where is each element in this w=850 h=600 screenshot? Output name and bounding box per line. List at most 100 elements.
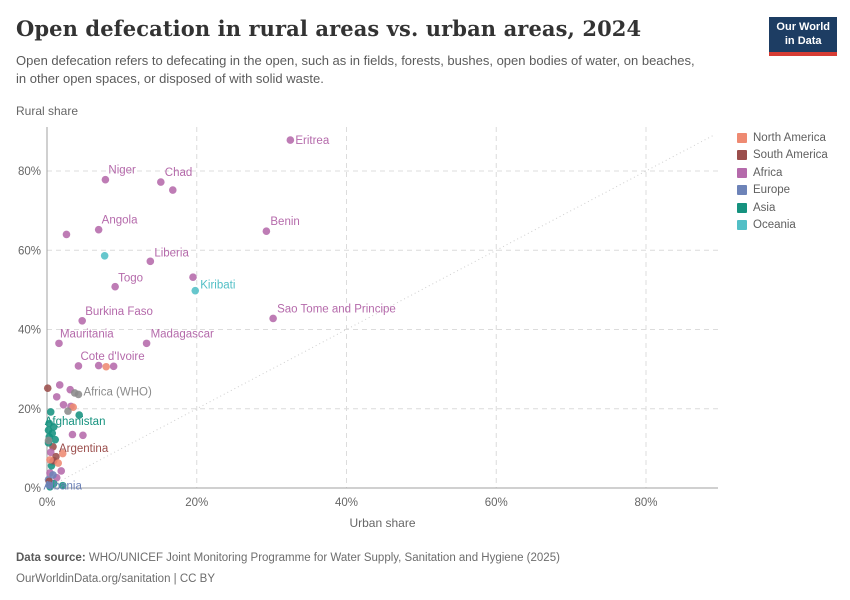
point-label-togo: Togo <box>118 273 143 285</box>
x-tick-label-40: 40% <box>335 497 358 509</box>
owid-logo-line2: in Data <box>784 34 822 47</box>
legend: North America South America Africa Europe As… <box>737 129 828 234</box>
data-point-asia[interactable] <box>58 481 67 490</box>
owid-logo[interactable]: Our World in Data <box>769 17 837 56</box>
legend-item-europe[interactable]: Europe <box>737 182 828 200</box>
point-label-argentina: Argentina <box>59 443 109 455</box>
point-label-albania: Albania <box>43 481 82 493</box>
point-label-niger: Niger <box>108 165 136 177</box>
data-point-cote-d-ivoire[interactable] <box>74 362 83 370</box>
data-point-south-america[interactable] <box>43 384 52 392</box>
data-point-africa[interactable] <box>59 400 68 409</box>
point-label-benin: Benin <box>270 216 299 228</box>
data-point-aggregate[interactable] <box>44 436 53 445</box>
page-title: Open defecation in rural areas vs. urban… <box>16 16 642 41</box>
data-point-niger[interactable] <box>101 175 110 184</box>
point-label-africa-who: Africa (WHO) <box>83 386 152 398</box>
legend-label-oceania: Oceania <box>753 219 796 232</box>
x-tick-label-80: 80% <box>634 497 657 509</box>
legend-label-south-america: South America <box>753 149 828 162</box>
data-point-africa[interactable] <box>46 448 55 457</box>
point-label-chad: Chad <box>165 167 193 179</box>
legend-swatch-europe <box>737 185 747 196</box>
data-point-africa[interactable] <box>62 230 71 239</box>
y-tick-label-40: 40% <box>18 325 41 337</box>
x-tick-label-20: 20% <box>185 497 208 509</box>
data-point-chad[interactable] <box>157 178 165 186</box>
legend-swatch-asia <box>737 202 747 213</box>
data-point-africa[interactable] <box>68 430 77 439</box>
data-point-north-america[interactable] <box>54 459 63 467</box>
data-point-north-america[interactable] <box>58 449 67 458</box>
legend-item-south-america[interactable]: South America <box>737 147 828 165</box>
x-axis-title: Urban share <box>349 516 415 530</box>
license-line[interactable]: OurWorldinData.org/sanitation | CC BY <box>16 572 215 585</box>
data-point-madagascar[interactable] <box>142 339 151 348</box>
legend-item-oceania[interactable]: Oceania <box>737 217 828 235</box>
y-tick-label-0: 0% <box>24 483 41 495</box>
data-point-mauritania[interactable] <box>55 339 63 348</box>
data-source-label: Data source: <box>16 552 86 564</box>
data-point-aggregate[interactable] <box>70 389 79 397</box>
data-point-north-america[interactable] <box>46 456 54 464</box>
point-label-madagascar: Madagascar <box>151 328 214 340</box>
legend-swatch-africa <box>737 167 747 178</box>
data-point-kiribati[interactable] <box>191 286 200 295</box>
legend-label-north-america: North America <box>753 131 826 144</box>
point-label-sao-tome-and-principe: Sao Tome and Principe <box>277 303 396 315</box>
data-point-burkina-faso[interactable] <box>78 316 86 325</box>
data-point-africa[interactable] <box>109 362 118 371</box>
legend-swatch-south-america <box>737 150 747 161</box>
legend-item-asia[interactable]: Asia <box>737 199 828 217</box>
data-point-africa[interactable] <box>189 273 197 281</box>
data-point-aggregate[interactable] <box>64 407 72 415</box>
point-label-afghanistan: Afghanistan <box>45 416 106 428</box>
point-label-liberia: Liberia <box>154 247 189 259</box>
data-point-togo[interactable] <box>111 282 119 291</box>
x-tick-label-60: 60% <box>485 497 508 509</box>
data-point-asia[interactable] <box>75 411 83 419</box>
data-point-north-america[interactable] <box>102 362 110 371</box>
legend-label-asia: Asia <box>753 201 776 214</box>
data-point-europe[interactable] <box>45 481 54 490</box>
data-point-africa[interactable] <box>79 431 87 440</box>
data-point-eritrea[interactable] <box>286 136 295 144</box>
data-point-north-america[interactable] <box>69 403 78 411</box>
legend-item-north-america[interactable]: North America <box>737 129 828 147</box>
data-point-benin[interactable] <box>262 227 271 236</box>
legend-swatch-north-america <box>737 132 747 143</box>
point-label-eritrea: Eritrea <box>295 135 329 147</box>
data-point-europe[interactable] <box>49 471 57 479</box>
legend-label-europe: Europe <box>753 184 791 197</box>
point-label-kiribati: Kiribati <box>200 280 235 292</box>
data-point-angola[interactable] <box>94 225 103 234</box>
data-source-text: WHO/UNICEF Joint Monitoring Programme fo… <box>85 552 560 564</box>
data-point-asia[interactable] <box>51 435 60 444</box>
y-tick-label-20: 20% <box>18 404 41 416</box>
data-point-africa[interactable] <box>94 361 103 370</box>
point-label-angola: Angola <box>102 215 138 227</box>
legend-label-africa: Africa <box>753 166 783 179</box>
data-point-sao-tome-and-principe[interactable] <box>269 314 277 323</box>
data-point-africa[interactable] <box>168 186 177 194</box>
point-label-burkina-faso: Burkina Faso <box>85 306 153 318</box>
data-point-africa[interactable] <box>57 467 66 475</box>
y-axis-title: Rural share <box>16 104 79 118</box>
data-point-oceania[interactable] <box>100 251 109 260</box>
legend-swatch-oceania <box>737 220 747 231</box>
data-point-africa[interactable] <box>52 393 61 401</box>
chart-footer: Data source: WHO/UNICEF Joint Monitoring… <box>16 548 560 589</box>
data-source-line: Data source: WHO/UNICEF Joint Monitoring… <box>16 548 560 569</box>
x-tick-label-0: 0% <box>39 497 56 509</box>
data-point-afghanistan[interactable] <box>46 408 55 416</box>
y-tick-label-60: 60% <box>18 245 41 257</box>
point-label-mauritania: Mauritania <box>60 328 114 340</box>
chart-subtitle: Open defecation refers to defecating in … <box>16 53 695 87</box>
owid-logo-line1: Our World <box>776 21 830 33</box>
legend-item-africa[interactable]: Africa <box>737 164 828 182</box>
data-point-liberia[interactable] <box>146 257 155 266</box>
y-tick-label-80: 80% <box>18 166 41 178</box>
data-point-africa[interactable] <box>55 381 64 389</box>
